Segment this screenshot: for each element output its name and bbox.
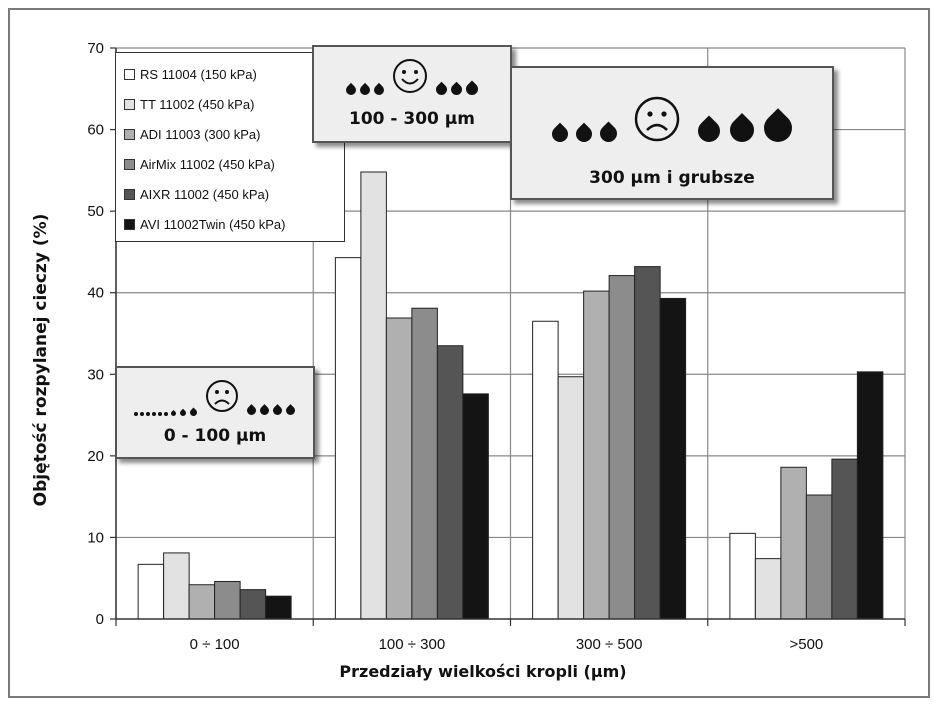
legend-label: AIXR 11002 (450 kPa) xyxy=(140,186,270,202)
y-tick-label: 60 xyxy=(87,122,104,139)
annotation-coarse-label: 300 µm i grubsze xyxy=(589,168,755,188)
legend-label: RS 11004 (150 kPa) xyxy=(140,66,257,82)
bar xyxy=(334,257,362,620)
legend-swatch xyxy=(124,128,135,140)
y-tick-label: 20 xyxy=(87,448,104,465)
y-tick-label: 0 xyxy=(96,611,104,628)
bar xyxy=(532,320,559,620)
bar xyxy=(360,171,387,620)
legend-item: AVI 11002Twin (450 kPa) xyxy=(124,209,344,239)
bar xyxy=(385,317,413,620)
bar xyxy=(265,595,292,620)
y-axis-label: Objętość rozpylanej cieczy (%) xyxy=(31,214,51,507)
annotation-fine: 0 - 100 µm xyxy=(115,366,315,459)
legend-label: AVI 11002Twin (450 kPa) xyxy=(140,216,286,232)
bar xyxy=(436,345,464,620)
bar xyxy=(780,466,807,620)
x-tick-label: 0 ÷ 100 xyxy=(190,636,240,653)
legend-item: ADI 11003 (300 kPa) xyxy=(124,119,344,149)
y-tick-label: 30 xyxy=(87,366,104,383)
legend-swatch xyxy=(124,98,135,110)
annotation-coarse: 300 µm i grubsze xyxy=(510,66,834,200)
bar xyxy=(239,589,267,620)
bar xyxy=(462,393,489,620)
bar xyxy=(137,563,165,620)
x-tick-label: 100 ÷ 300 xyxy=(379,636,446,653)
bar xyxy=(729,532,756,620)
legend-item: AIXR 11002 (450 kPa) xyxy=(124,179,344,209)
bar xyxy=(608,275,636,620)
legend-swatch xyxy=(124,218,135,230)
bars xyxy=(137,171,884,620)
legend: RS 11004 (150 kPa) TT 11002 (450 kPa) ADI … xyxy=(115,52,345,242)
y-tick-label: 40 xyxy=(87,285,104,302)
y-tick-label: 10 xyxy=(87,529,104,546)
annotation-medium: 100 - 300 µm xyxy=(312,45,512,143)
x-axis-label: Przedziały wielkości kropli (µm) xyxy=(339,662,626,681)
bar xyxy=(411,307,438,620)
legend-item: AirMix 11002 (450 kPa) xyxy=(124,149,344,179)
bar xyxy=(856,371,884,620)
bar xyxy=(831,458,858,620)
bar xyxy=(214,580,241,620)
annotation-medium-label: 100 - 300 µm xyxy=(348,109,475,129)
legend-label: AirMix 11002 (450 kPa) xyxy=(140,156,275,172)
sad-face-icon xyxy=(633,95,681,148)
bar xyxy=(754,558,782,620)
legend-label: ADI 11003 (300 kPa) xyxy=(140,126,261,142)
bar xyxy=(805,494,833,620)
bar xyxy=(659,297,687,620)
annotation-fine-label: 0 - 100 µm xyxy=(163,426,267,446)
legend-swatch xyxy=(124,188,135,200)
legend-label: TT 11002 (450 kPa) xyxy=(140,96,255,112)
legend-swatch xyxy=(124,68,135,80)
x-tick-label: >500 xyxy=(789,636,823,653)
sad-face-icon xyxy=(205,379,239,418)
tick-labels: 0 10 20 30 40 50 60 70 0 ÷ 100 100 ÷ 300 300 ÷ 500… xyxy=(87,40,823,653)
y-tick-label: 50 xyxy=(87,203,104,220)
legend-swatch xyxy=(124,158,135,170)
bar xyxy=(557,376,585,620)
bar xyxy=(583,290,610,620)
bar xyxy=(634,266,661,620)
x-tick-label: 300 ÷ 500 xyxy=(576,636,643,653)
bar xyxy=(163,552,190,620)
legend-item: RS 11004 (150 kPa) xyxy=(124,59,344,89)
legend-item: TT 11002 (450 kPa) xyxy=(124,89,344,119)
y-tick-label: 70 xyxy=(87,40,104,57)
happy-face-icon xyxy=(392,58,428,99)
bar xyxy=(188,584,216,620)
